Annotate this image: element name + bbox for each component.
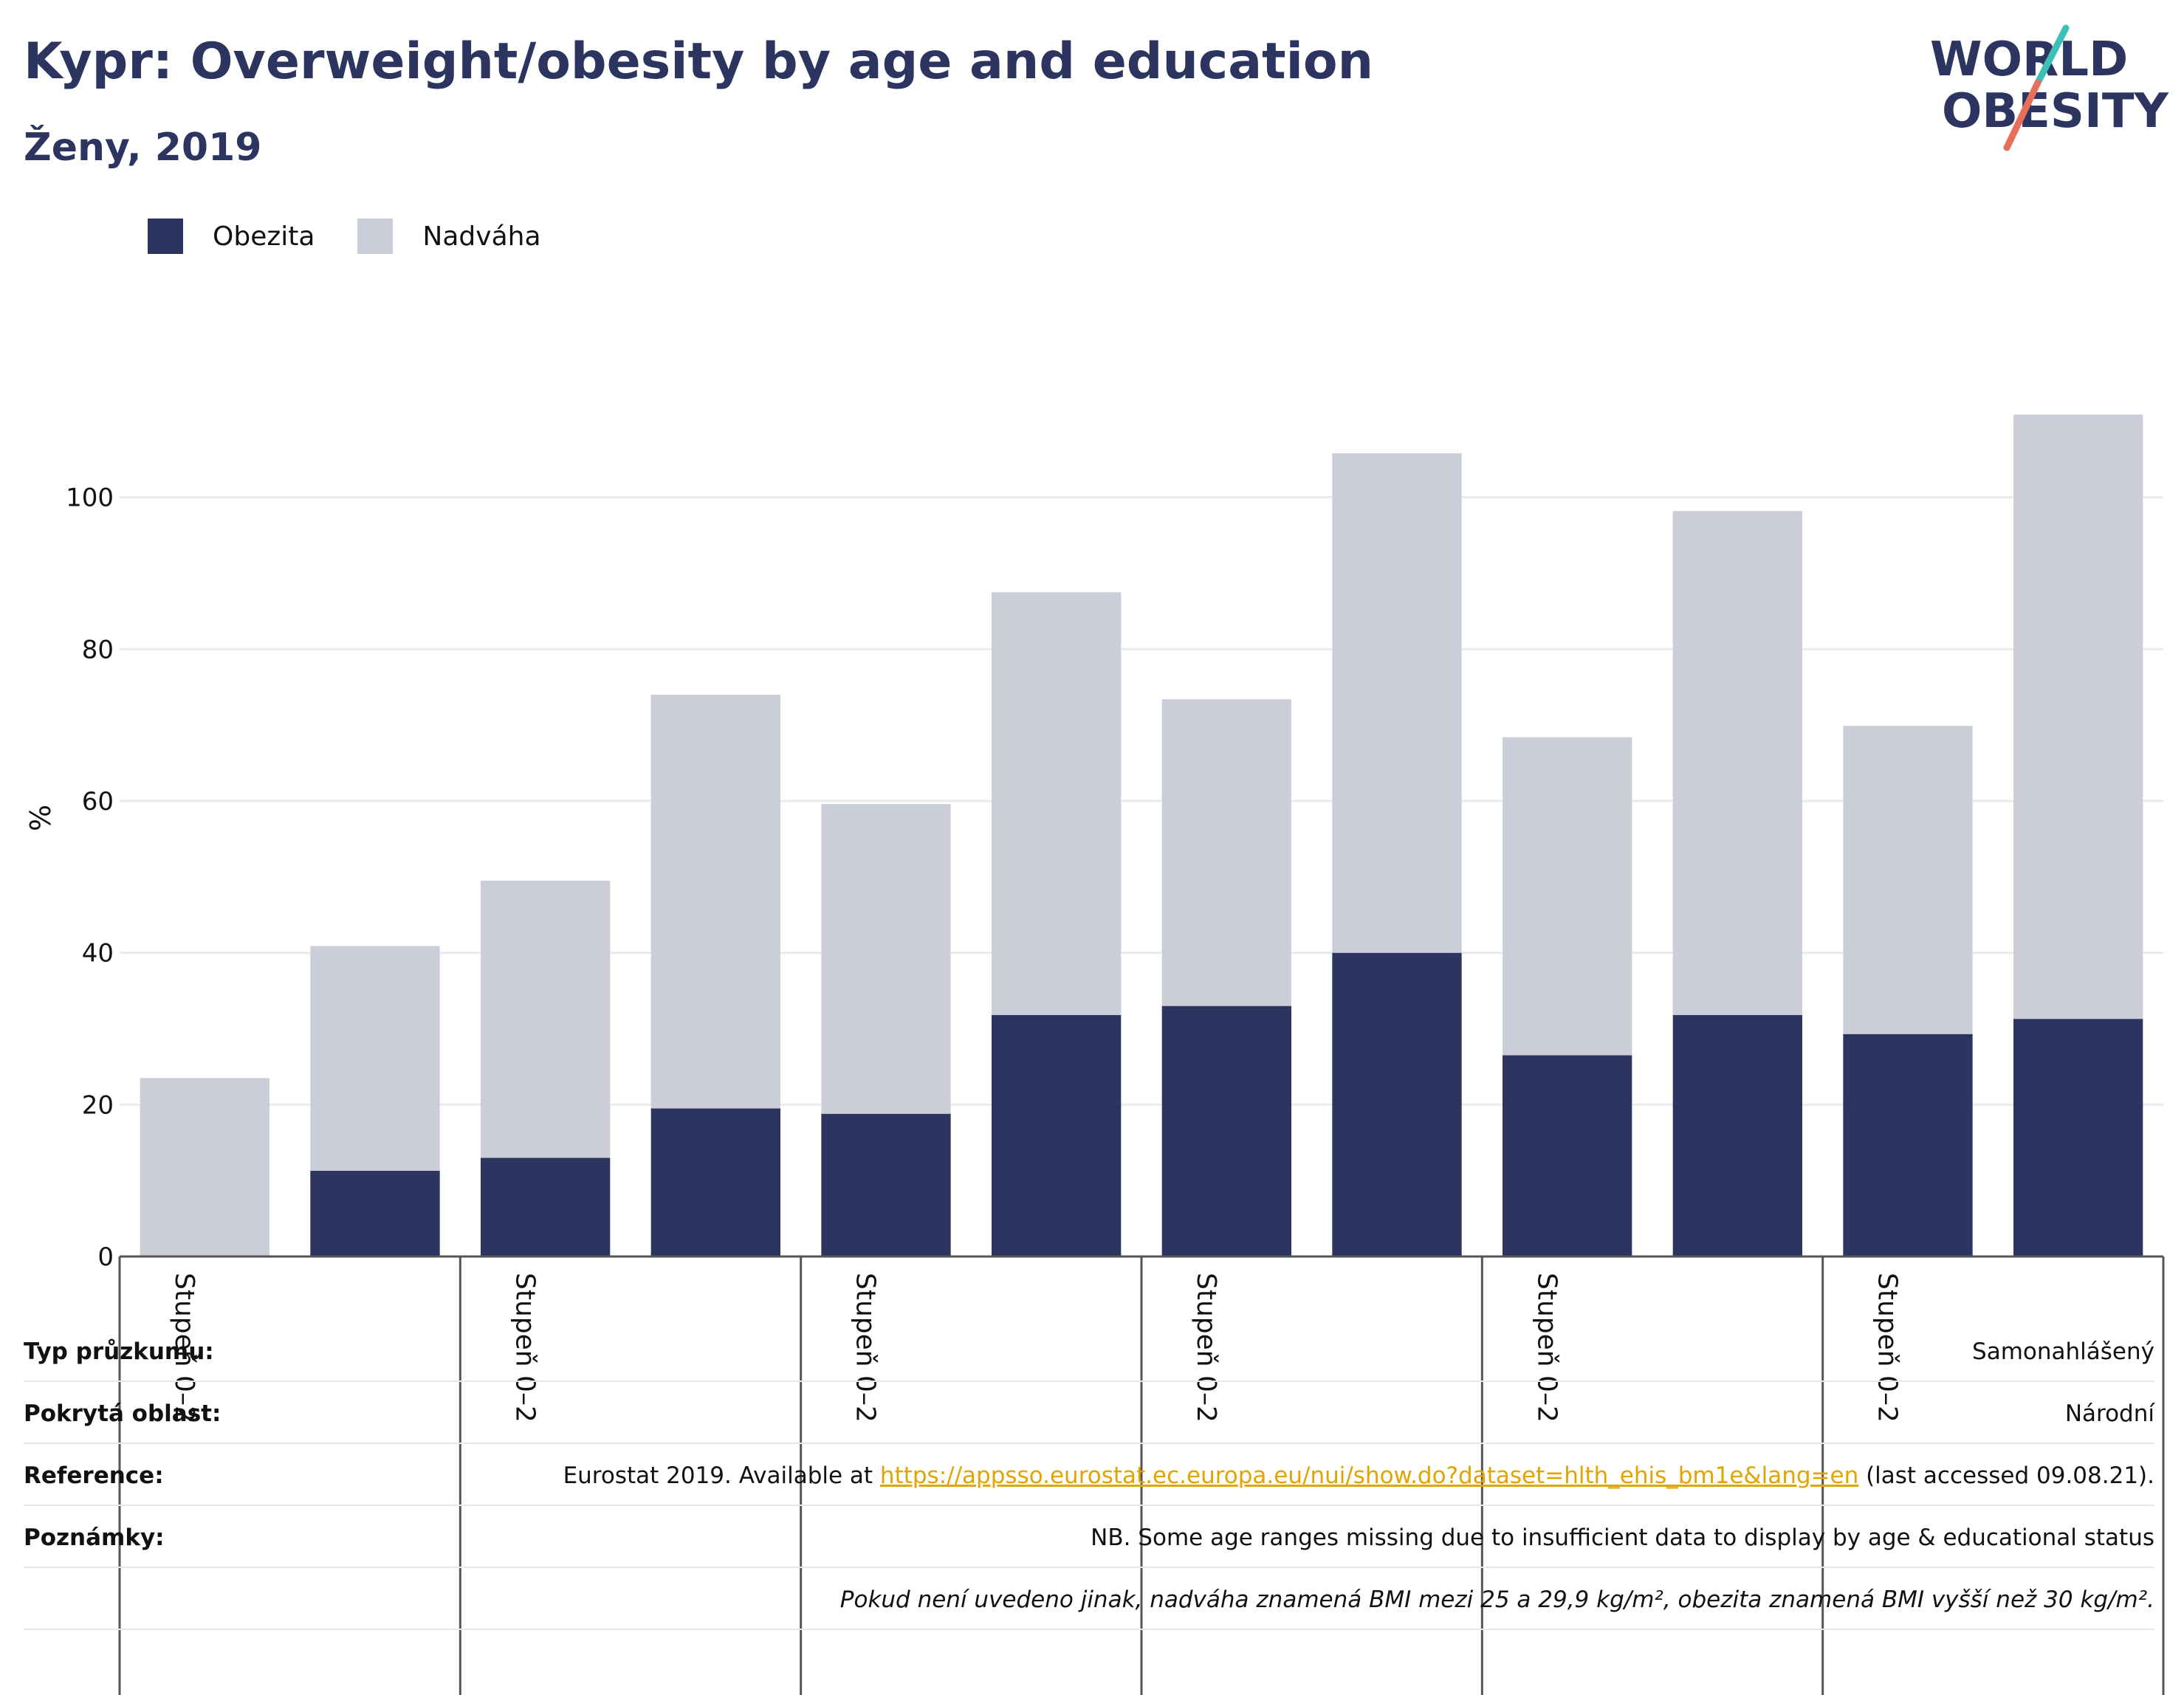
bar-nadvaha[interactable] xyxy=(140,1078,269,1256)
bar-obezita[interactable] xyxy=(992,1014,1122,1256)
reference-prefix: Eurostat 2019. Available at xyxy=(563,1462,880,1489)
bar-obezita[interactable] xyxy=(2013,1019,2143,1256)
legend-label-obezita: Obezita xyxy=(213,221,315,252)
bar-nadvaha[interactable] xyxy=(992,592,1122,1015)
bar-obezita[interactable] xyxy=(481,1158,611,1256)
reference-link[interactable]: https://appsso.eurostat.ec.europa.eu/nui… xyxy=(879,1462,1859,1489)
y-tick-label: 40 xyxy=(82,939,114,969)
bar-obezita[interactable] xyxy=(821,1113,951,1256)
bar-obezita[interactable] xyxy=(1503,1055,1632,1256)
bar-nadvaha[interactable] xyxy=(650,695,780,1109)
table-label xyxy=(24,1568,304,1629)
bar-obezita[interactable] xyxy=(1332,952,1462,1256)
table-value: NB. Some age ranges missing due to insuf… xyxy=(1091,1524,2154,1551)
reference-suffix: (last accessed 09.08.21). xyxy=(1858,1462,2154,1489)
bar-nadvaha[interactable] xyxy=(1503,737,1632,1056)
x-group-label: Stupeň 0–2 xyxy=(1872,1273,1903,1423)
bar-nadvaha[interactable] xyxy=(1672,511,1802,1015)
bar-nadvaha[interactable] xyxy=(2013,414,2143,1020)
y-tick-label: 60 xyxy=(82,787,114,816)
table-row-survey-type: Typ průzkumu: Samonahlášený xyxy=(24,1320,2154,1382)
axes: 0 20 40 60 80 100% xyxy=(24,484,2165,1695)
table-row-reference: Reference: Eurostat 2019. Available at h… xyxy=(24,1444,2154,1506)
bar-obezita[interactable] xyxy=(1672,1014,1802,1256)
x-tick-labels: Stupeň 0–2 Stupeň 0–2 Stupeň 0–2 Stupeň 0–2… xyxy=(169,1273,1903,1423)
bar-nadvaha[interactable] xyxy=(1332,453,1462,953)
chart-subtitle: Ženy, 2019 xyxy=(24,126,262,170)
bar-nadvaha[interactable] xyxy=(1843,726,1973,1034)
bars xyxy=(140,414,2143,1256)
x-group-label: Stupeň 0–2 xyxy=(1191,1273,1221,1423)
table-label: Poznámky: xyxy=(24,1524,165,1551)
table-row-definition: Pokud není uvedeno jinak, nadváha znamen… xyxy=(24,1568,2154,1630)
bar-obezita[interactable] xyxy=(1843,1034,1973,1256)
x-group-label: Stupeň 0–2 xyxy=(509,1273,540,1423)
legend-item-nadvaha[interactable]: Nadváha xyxy=(357,219,541,254)
info-table: Typ průzkumu: Samonahlášený Pokrytá obla… xyxy=(24,1320,2154,1630)
legend-label-nadvaha: Nadváha xyxy=(422,221,541,252)
x-group-label: Stupeň 0–2 xyxy=(169,1273,199,1423)
table-label: Reference: xyxy=(24,1462,164,1489)
table-value: Národní xyxy=(2064,1400,2154,1427)
y-axis-title: % xyxy=(24,805,57,831)
bar-nadvaha[interactable] xyxy=(1161,699,1291,1006)
logo-word-world: WORLD xyxy=(1930,32,2128,87)
bar-nadvaha[interactable] xyxy=(310,946,440,1171)
y-tick-label: 0 xyxy=(97,1242,114,1272)
y-tick-label: 20 xyxy=(82,1090,114,1120)
legend-swatch-obezita xyxy=(148,219,183,254)
chart-legend: Obezita Nadváha xyxy=(148,219,584,254)
y-tick-label: 100 xyxy=(66,484,114,513)
logo-word-obesity: OBESITY xyxy=(1942,84,2168,139)
x-group-label: Stupeň 0–2 xyxy=(1531,1273,1562,1423)
legend-item-obezita[interactable]: Obezita xyxy=(148,219,315,254)
world-obesity-logo: WORLD OBESITY xyxy=(1930,24,2168,151)
bar-obezita[interactable] xyxy=(310,1170,440,1256)
gridlines xyxy=(120,496,2163,1106)
table-label: Typ průzkumu: xyxy=(24,1338,214,1365)
table-row-coverage: Pokrytá oblast: Národní xyxy=(24,1382,2154,1444)
y-tick-label: 80 xyxy=(82,635,114,664)
bar-nadvaha[interactable] xyxy=(821,804,951,1114)
table-value: Pokud není uvedeno jinak, nadváha znamen… xyxy=(839,1586,2154,1613)
x-group-label: Stupeň 0–2 xyxy=(851,1273,881,1423)
bar-nadvaha[interactable] xyxy=(481,880,611,1158)
logo-slash-coral xyxy=(2003,79,2042,151)
table-label: Pokrytá oblast: xyxy=(24,1400,222,1427)
bar-obezita[interactable] xyxy=(1161,1005,1291,1256)
table-value: Eurostat 2019. Available at https://apps… xyxy=(304,1444,2154,1505)
table-row-notes: Poznámky: NB. Some age ranges missing du… xyxy=(24,1506,2154,1568)
table-value: Samonahlášený xyxy=(1972,1338,2154,1365)
legend-swatch-nadvaha xyxy=(357,219,394,254)
chart-title: Kypr: Overweight/obesity by age and educ… xyxy=(24,32,1374,91)
bar-obezita[interactable] xyxy=(650,1108,780,1256)
logo-slash-teal xyxy=(2034,24,2070,86)
